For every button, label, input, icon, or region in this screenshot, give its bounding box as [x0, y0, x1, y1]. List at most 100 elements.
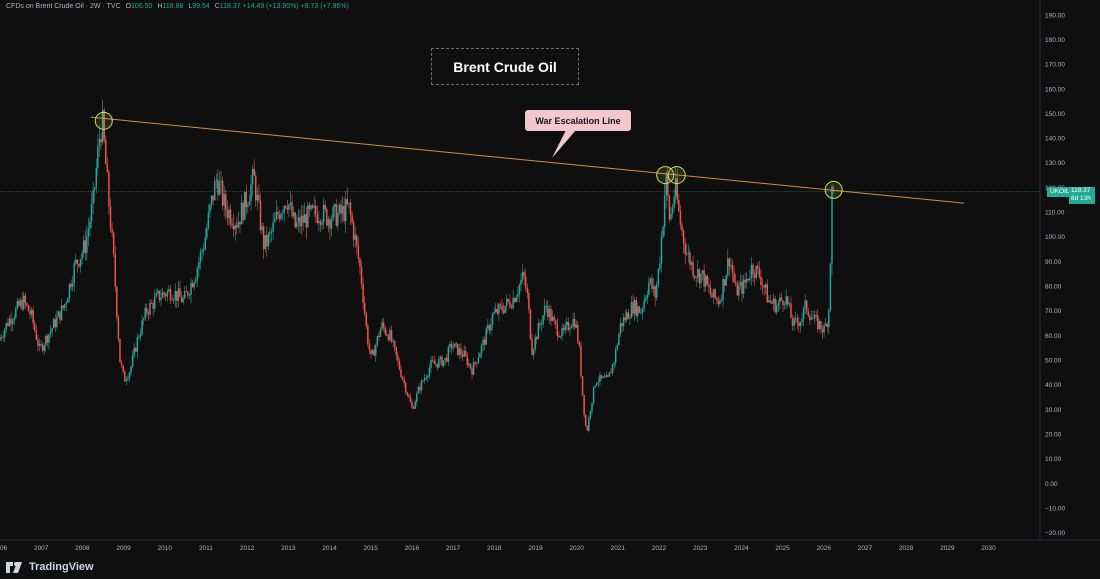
symbol-description[interactable]: CFDs on Brent Crude Oil · 2W · TVC: [6, 3, 121, 10]
candle-body: [56, 316, 58, 328]
candle-body: [49, 331, 52, 335]
close-value: 118.37: [219, 3, 241, 10]
candle-body: [340, 204, 342, 214]
candle-body: [378, 336, 380, 337]
candle-body: [142, 318, 145, 321]
candle-body: [739, 281, 742, 286]
candle-body: [703, 270, 705, 287]
candle-body: [652, 286, 655, 289]
candle-body: [630, 302, 633, 318]
candle-body: [575, 324, 577, 328]
candle-body: [232, 225, 235, 230]
touch-marker-circle: [824, 180, 843, 199]
war-escalation-trendline[interactable]: [90, 116, 964, 204]
candle-body: [349, 202, 352, 215]
candle-body: [632, 302, 634, 314]
candle-body: [698, 269, 701, 284]
candle-body: [723, 279, 726, 286]
candle-body: [757, 265, 759, 269]
candle-body: [38, 343, 41, 346]
candle-body: [802, 307, 805, 319]
candle-body: [90, 203, 93, 222]
candle-body: [517, 294, 519, 298]
candle-body: [130, 366, 132, 373]
candle-body: [479, 353, 481, 358]
candle-body: [419, 386, 421, 391]
candle-body: [651, 278, 653, 289]
candle-body: [785, 296, 787, 305]
candle-body: [147, 313, 150, 315]
candle-body: [559, 336, 562, 338]
candle-body: [16, 301, 19, 309]
candle-body: [818, 321, 821, 330]
candle-body: [243, 191, 246, 220]
candle-body: [482, 339, 484, 346]
candle-body: [523, 272, 525, 277]
candle-body: [256, 194, 259, 201]
x-tick-label: 2016: [405, 545, 420, 552]
symbol-header: CFDs on Brent Crude Oil · 2W · TVC O106.…: [6, 3, 349, 10]
candle-body: [327, 219, 330, 226]
candle-body: [820, 321, 822, 330]
candle-body: [826, 323, 829, 327]
candle-body: [65, 302, 68, 305]
candle-body: [704, 275, 707, 287]
candle-body: [676, 178, 679, 201]
candle-body: [174, 291, 176, 300]
candle-body: [163, 292, 165, 295]
candle-body: [343, 206, 345, 221]
candle-body: [608, 372, 611, 377]
candle-body: [270, 231, 273, 233]
candle-body: [371, 349, 374, 355]
candle-body: [532, 349, 535, 355]
candle-body: [717, 299, 720, 304]
touch-marker-circle: [667, 166, 686, 185]
candle-body: [171, 299, 173, 301]
x-tick-label: 2009: [116, 545, 131, 552]
candle-body: [198, 261, 200, 269]
candle-body: [48, 334, 50, 343]
touch-marker-circle: [94, 111, 113, 130]
candle-body: [158, 290, 161, 301]
candle-body: [750, 264, 753, 278]
candle-body: [321, 222, 323, 225]
candle-body: [667, 173, 669, 196]
candle-body: [303, 214, 306, 223]
time-axis[interactable]: 2006 2007 2008 2009 2010 2011 2012 2013 2014 2015…: [0, 545, 996, 552]
candle-body: [643, 300, 645, 309]
price-axis[interactable]: −20.00 −10.00 0.00 10.00 20.00 30.00 40.00 50.0…: [1045, 12, 1065, 537]
candle-body: [291, 202, 293, 217]
candle-body: [662, 227, 664, 237]
candle-body: [441, 356, 443, 366]
candle-body: [496, 309, 499, 314]
candle-body: [310, 205, 312, 210]
candle-body: [431, 360, 434, 362]
candle-body: [93, 187, 96, 190]
candle-body: [281, 213, 284, 214]
candle-body: [351, 214, 353, 223]
chart-title-box[interactable]: Brent Crude Oil: [431, 48, 579, 85]
candle-body: [712, 289, 715, 298]
candle-body: [542, 315, 544, 325]
candle-body: [308, 205, 311, 210]
x-tick-label: 2025: [775, 545, 790, 552]
x-tick-label: 2013: [281, 545, 296, 552]
change2-value: +8.73 (+7.96%): [300, 3, 349, 10]
candle-body: [234, 225, 236, 230]
candle-body: [596, 382, 598, 386]
candle-body: [528, 292, 530, 310]
callout-pointer: [552, 130, 576, 158]
callout-label[interactable]: War Escalation Line: [525, 110, 631, 131]
candle-body: [780, 297, 783, 301]
candle-body: [564, 325, 566, 331]
candle-body: [805, 300, 808, 312]
y-tick-label: 80.00: [1045, 284, 1062, 291]
candle-body: [84, 240, 87, 253]
candle-body: [63, 304, 66, 308]
x-tick-label: 2007: [34, 545, 49, 552]
candle-body: [338, 204, 341, 214]
candle-body: [70, 283, 72, 288]
tradingview-brand[interactable]: TradingView: [6, 561, 94, 573]
candle-body: [457, 343, 459, 356]
